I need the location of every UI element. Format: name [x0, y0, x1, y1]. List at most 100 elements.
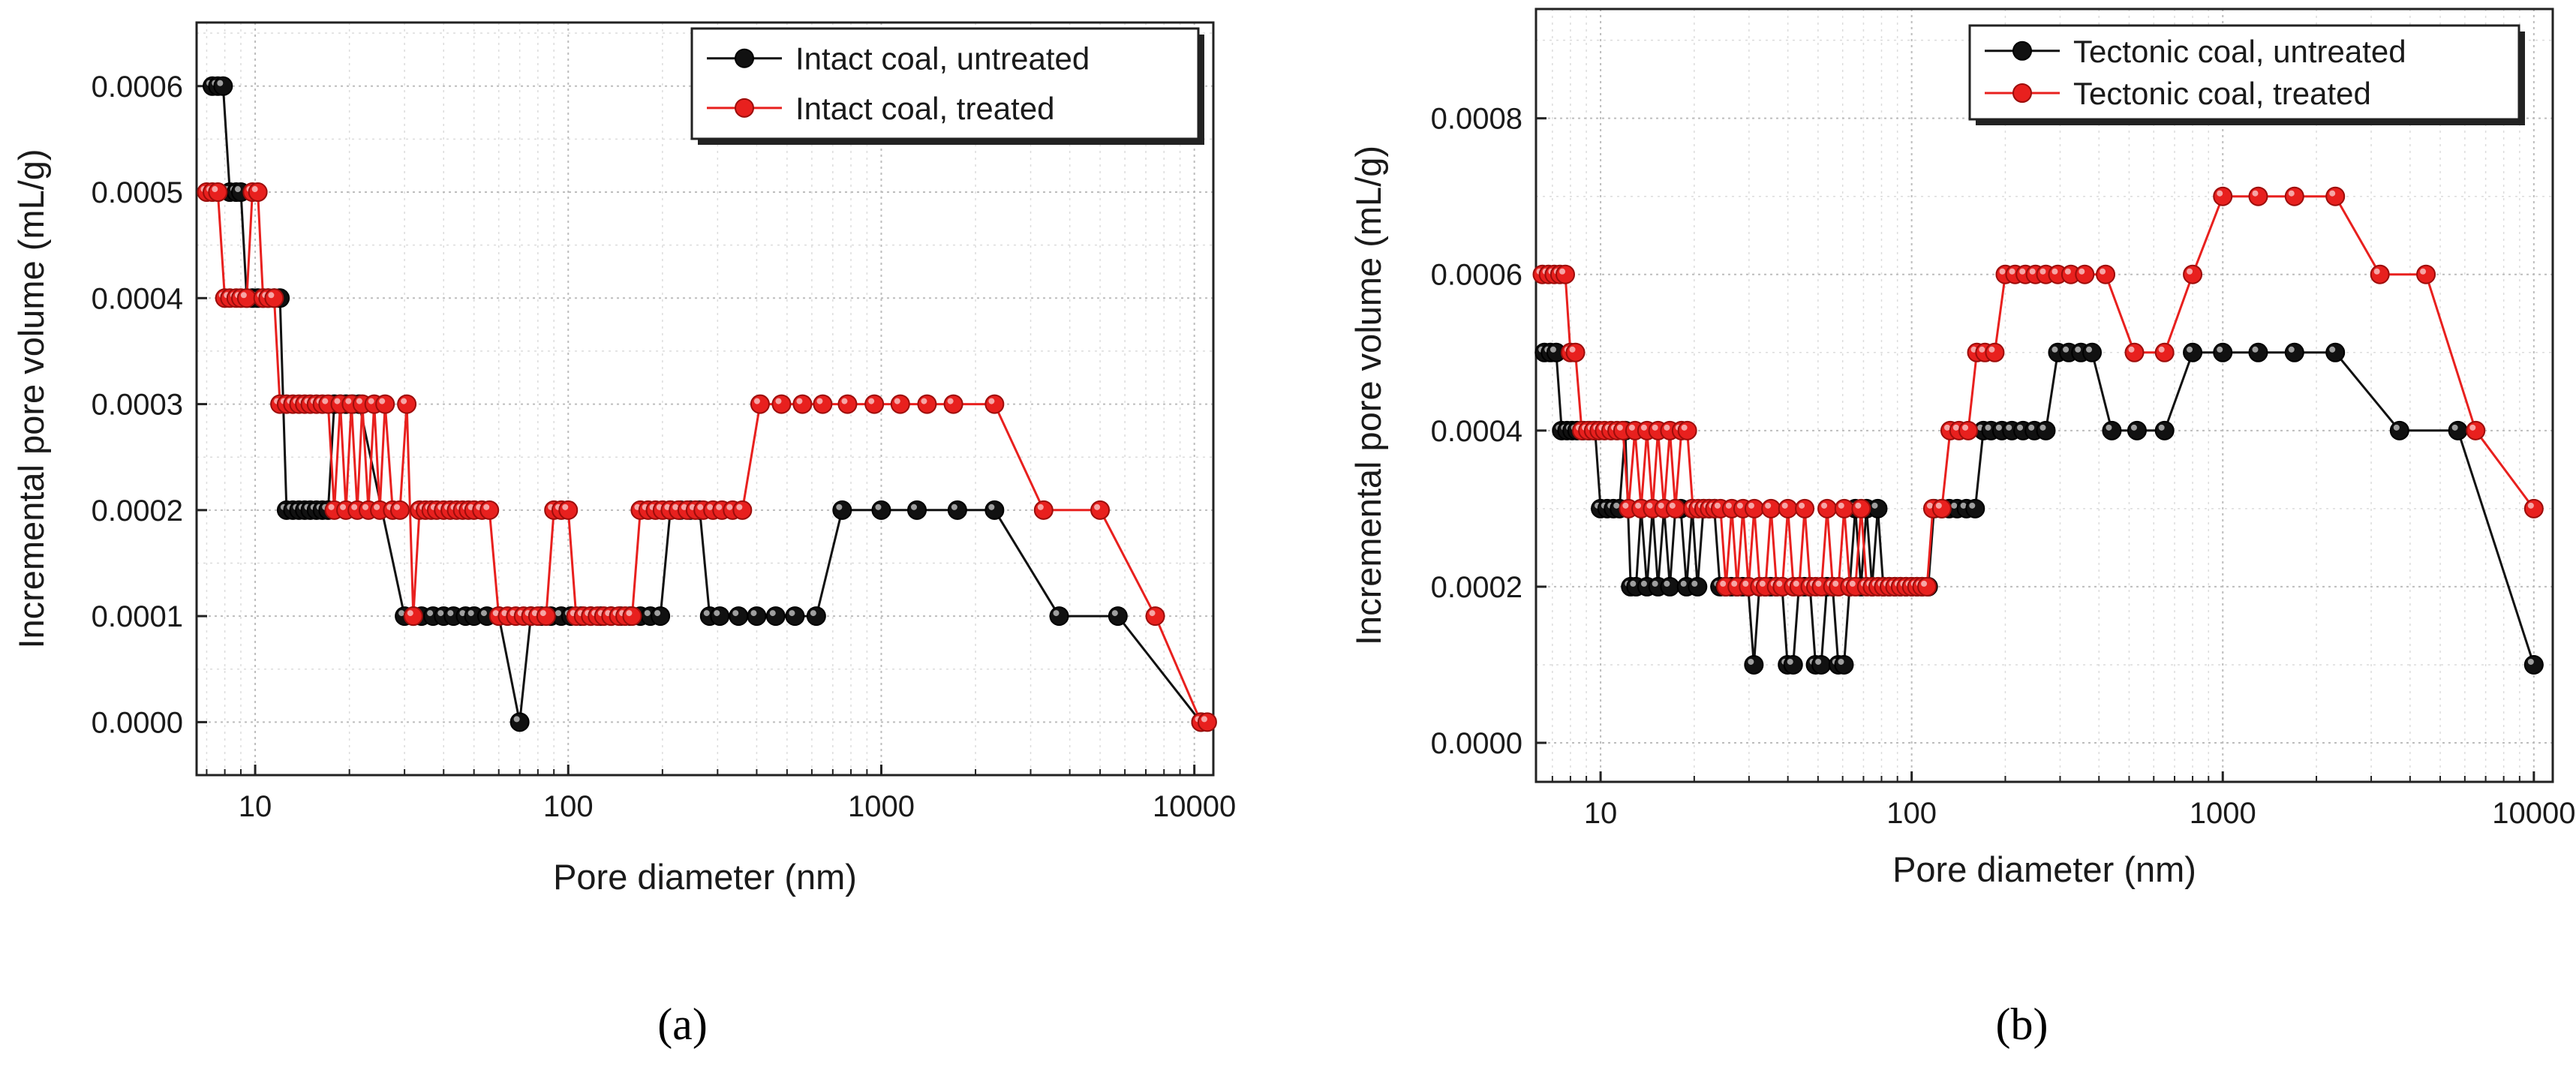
- data-point-highlight: [2051, 268, 2058, 275]
- data-point: [2213, 186, 2233, 206]
- data-point: [2325, 342, 2346, 362]
- data-point-highlight: [1988, 346, 1995, 353]
- data-point-highlight: [868, 398, 875, 404]
- data-point-highlight: [1855, 502, 1862, 509]
- data-point-highlight: [531, 610, 538, 617]
- legend: Tectonic coal, untreated Tectonic coal, t…: [1968, 24, 2525, 125]
- data-point-highlight: [911, 503, 918, 510]
- data-point-highlight: [644, 610, 651, 617]
- data-point: [2370, 264, 2390, 284]
- data-point-highlight: [2217, 346, 2223, 353]
- data-point-highlight: [240, 292, 247, 299]
- data-point-highlight: [340, 503, 347, 510]
- data-point-highlight: [2158, 346, 2165, 353]
- legend-marker: [2012, 41, 2032, 61]
- data-point: [792, 394, 813, 414]
- data-point: [765, 606, 786, 627]
- data-point: [2154, 420, 2175, 440]
- data-point-highlight: [398, 610, 405, 617]
- data-point-highlight: [1731, 580, 1738, 587]
- x-axis-title: Pore diameter (nm): [1892, 849, 2196, 889]
- data-point-highlight: [703, 610, 710, 617]
- data-point: [2389, 420, 2409, 440]
- data-point-highlight: [1799, 502, 1805, 509]
- data-point: [1985, 342, 2005, 362]
- data-point-highlight: [1664, 580, 1670, 587]
- plot-frame: [1534, 8, 2554, 783]
- data-point: [236, 288, 257, 308]
- data-point: [806, 606, 826, 627]
- data-point: [1665, 498, 1685, 518]
- y-axis-title: Incremental pore volume (mL/g): [11, 149, 51, 648]
- data-point-highlight: [1832, 580, 1839, 587]
- data-point: [397, 394, 417, 414]
- y-tick-label: 0.0008: [1431, 103, 1522, 136]
- data-point-highlight: [1569, 346, 1576, 353]
- data-point-highlight: [2329, 190, 2336, 197]
- x-tick-label: 10: [239, 790, 272, 823]
- data-point-highlight: [2187, 346, 2193, 353]
- data-point-highlight: [2288, 346, 2295, 353]
- data-point-highlight: [483, 503, 490, 510]
- y-tick-label: 0.0002: [1431, 571, 1522, 604]
- data-point-highlight: [562, 503, 569, 510]
- data-point-highlight: [810, 610, 816, 617]
- data-point-highlight: [1944, 424, 1951, 431]
- data-point: [213, 76, 233, 96]
- data-point-highlight: [1640, 580, 1647, 587]
- series-treated: [197, 182, 1217, 732]
- data-point: [1197, 712, 1217, 732]
- data-point: [1965, 498, 1985, 518]
- data-point-highlight: [2329, 346, 2336, 353]
- data-point-highlight: [796, 398, 803, 404]
- data-point-highlight: [894, 398, 900, 404]
- legend-label: Tectonic coal, untreated: [2073, 34, 2406, 69]
- data-point-highlight: [1935, 502, 1942, 509]
- legend-marker: [735, 98, 754, 118]
- data-point: [375, 394, 395, 414]
- data-point: [2284, 186, 2304, 206]
- data-point-highlight: [345, 398, 352, 404]
- data-point-highlight: [1838, 502, 1844, 509]
- data-point-highlight: [816, 398, 823, 404]
- data-point-highlight: [1691, 580, 1698, 587]
- data-point: [2416, 264, 2436, 284]
- data-point: [1090, 500, 1111, 520]
- plot-frame: [195, 21, 1215, 777]
- data-point: [248, 182, 268, 203]
- data-point-highlight: [351, 503, 358, 510]
- data-point-highlight: [362, 503, 368, 510]
- y-axis-title: Incremental pore volume (mL/g): [1348, 146, 1388, 645]
- data-point-highlight: [1871, 502, 1878, 509]
- data-point-highlight: [328, 503, 335, 510]
- data-point: [2466, 420, 2486, 440]
- x-axis-title: Pore diameter (nm): [553, 857, 857, 897]
- data-point-highlight: [1962, 424, 1969, 431]
- data-point-highlight: [1969, 502, 1976, 509]
- data-point-highlight: [2075, 346, 2082, 353]
- data-point-highlight: [951, 503, 957, 510]
- data-point: [1851, 498, 1871, 518]
- data-point-highlight: [1776, 580, 1783, 587]
- data-point-highlight: [697, 503, 704, 510]
- data-point: [907, 500, 927, 520]
- data-point-highlight: [1111, 610, 1118, 617]
- y-tick-label: 0.0006: [92, 71, 183, 104]
- data-point: [1744, 498, 1764, 518]
- y-tick-label: 0.0002: [92, 494, 183, 527]
- data-point-highlight: [501, 610, 508, 617]
- data-point: [2248, 186, 2268, 206]
- data-point-highlight: [2420, 268, 2427, 275]
- data-point: [890, 394, 910, 414]
- data-point-highlight: [2100, 268, 2106, 275]
- data-point-highlight: [1849, 580, 1856, 587]
- data-point-highlight: [1037, 503, 1044, 510]
- data-point-highlight: [2393, 424, 2400, 431]
- data-point-highlight: [2451, 424, 2458, 431]
- data-point-highlight: [2029, 268, 2036, 275]
- data-point-highlight: [234, 186, 241, 193]
- data-point-highlight: [1669, 502, 1676, 509]
- data-point-highlight: [356, 398, 362, 404]
- data-point-highlight: [750, 610, 757, 617]
- data-point: [2096, 264, 2116, 284]
